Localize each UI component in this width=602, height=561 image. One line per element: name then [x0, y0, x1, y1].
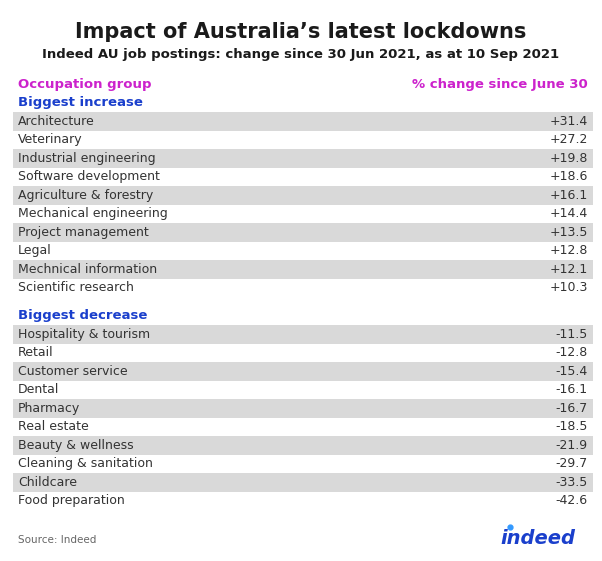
- Bar: [13, 112, 593, 131]
- Text: +18.6: +18.6: [550, 170, 588, 183]
- Text: -12.8: -12.8: [556, 346, 588, 359]
- Text: Occupation group: Occupation group: [18, 78, 152, 91]
- Text: % change since June 30: % change since June 30: [412, 78, 588, 91]
- Text: Project management: Project management: [18, 226, 149, 239]
- Text: Industrial engineering: Industrial engineering: [18, 151, 156, 165]
- Text: -16.1: -16.1: [556, 383, 588, 396]
- Text: Veterinary: Veterinary: [18, 134, 82, 146]
- Text: +12.1: +12.1: [550, 263, 588, 276]
- Text: Agriculture & forestry: Agriculture & forestry: [18, 188, 154, 202]
- Bar: [13, 436, 593, 454]
- Text: Mechanical engineering: Mechanical engineering: [18, 207, 168, 220]
- Text: -33.5: -33.5: [556, 476, 588, 489]
- Text: Software development: Software development: [18, 170, 160, 183]
- Text: Impact of Australia’s latest lockdowns: Impact of Australia’s latest lockdowns: [75, 22, 527, 42]
- Text: +14.4: +14.4: [550, 207, 588, 220]
- Text: Real estate: Real estate: [18, 420, 88, 433]
- Text: Biggest decrease: Biggest decrease: [18, 309, 147, 322]
- Text: +12.8: +12.8: [550, 244, 588, 257]
- Text: Pharmacy: Pharmacy: [18, 402, 80, 415]
- Bar: [13, 473, 593, 491]
- Bar: [13, 399, 593, 417]
- Text: +13.5: +13.5: [550, 226, 588, 239]
- Bar: [13, 362, 593, 380]
- Text: Indeed AU job postings: change since 30 Jun 2021, as at 10 Sep 2021: Indeed AU job postings: change since 30 …: [42, 48, 560, 61]
- Text: Mechnical information: Mechnical information: [18, 263, 157, 276]
- Text: Food preparation: Food preparation: [18, 494, 125, 507]
- Bar: [13, 260, 593, 278]
- Text: Hospitality & tourism: Hospitality & tourism: [18, 328, 150, 341]
- Text: Customer service: Customer service: [18, 365, 128, 378]
- Text: Legal: Legal: [18, 244, 52, 257]
- Text: +16.1: +16.1: [550, 188, 588, 202]
- Text: indeed: indeed: [500, 528, 575, 548]
- Text: Scientific research: Scientific research: [18, 281, 134, 295]
- Bar: [13, 186, 593, 205]
- Text: +27.2: +27.2: [550, 134, 588, 146]
- Text: Dental: Dental: [18, 383, 60, 396]
- Text: Childcare: Childcare: [18, 476, 77, 489]
- Text: Cleaning & sanitation: Cleaning & sanitation: [18, 457, 153, 470]
- Text: Architecture: Architecture: [18, 115, 95, 128]
- Text: +10.3: +10.3: [550, 281, 588, 295]
- Text: +31.4: +31.4: [550, 115, 588, 128]
- Text: -18.5: -18.5: [556, 420, 588, 433]
- Text: Biggest increase: Biggest increase: [18, 96, 143, 109]
- Text: -15.4: -15.4: [556, 365, 588, 378]
- Text: Source: Indeed: Source: Indeed: [18, 535, 96, 545]
- Text: +19.8: +19.8: [550, 151, 588, 165]
- Text: -42.6: -42.6: [556, 494, 588, 507]
- Text: -11.5: -11.5: [556, 328, 588, 341]
- Text: Beauty & wellness: Beauty & wellness: [18, 439, 134, 452]
- Bar: [13, 325, 593, 343]
- Text: -16.7: -16.7: [556, 402, 588, 415]
- Bar: [13, 223, 593, 241]
- Text: Retail: Retail: [18, 346, 54, 359]
- Text: -21.9: -21.9: [556, 439, 588, 452]
- Bar: [13, 149, 593, 168]
- Text: -29.7: -29.7: [556, 457, 588, 470]
